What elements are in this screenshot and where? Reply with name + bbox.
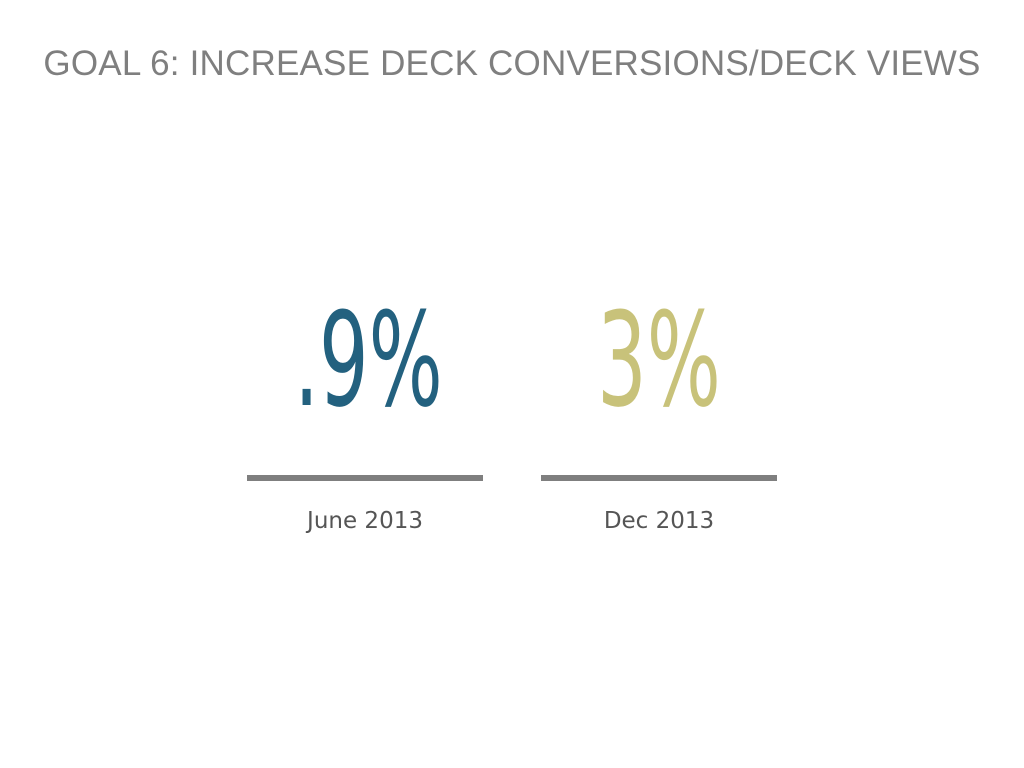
slide-title: GOAL 6: INCREASE DECK CONVERSIONS/DECK V… <box>43 44 981 83</box>
stat-label-dec-2013: Dec 2013 <box>603 508 715 534</box>
stat-divider-june-2013 <box>247 475 483 481</box>
stat-value-june-2013: .9% <box>294 284 443 436</box>
stat-dec-2013: 3% Dec 2013 <box>541 260 777 550</box>
stat-value-dec-2013: 3% <box>597 284 721 436</box>
stat-label-june-2013: June 2013 <box>307 508 423 534</box>
stat-divider-dec-2013 <box>541 475 777 481</box>
stat-june-2013: .9% June 2013 <box>247 260 483 550</box>
